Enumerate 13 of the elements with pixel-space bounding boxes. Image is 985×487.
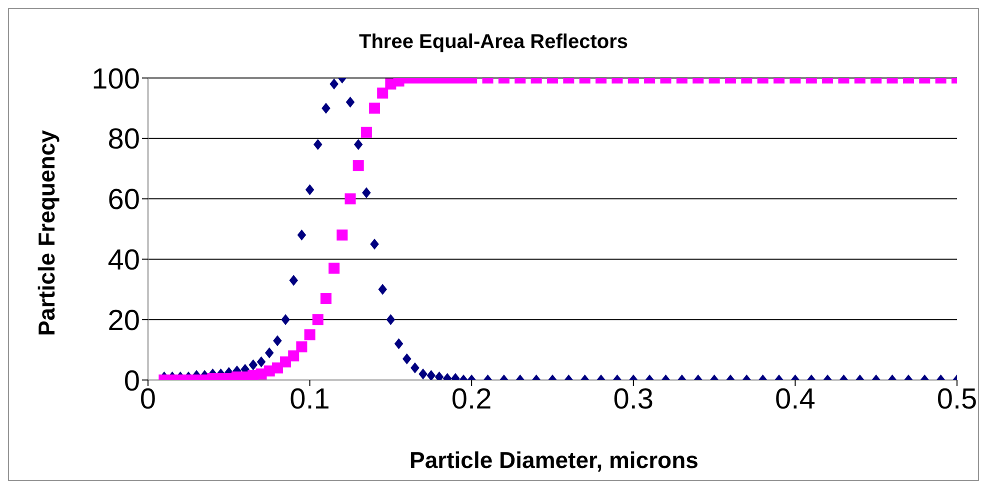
- x-tick-label: 0.4: [775, 384, 816, 416]
- y-tick-label: 100: [92, 63, 140, 96]
- x-tick-label: 0.3: [613, 384, 654, 416]
- y-tick-label: 40: [108, 244, 140, 276]
- chart-title: Three Equal-Area Reflectors: [358, 31, 629, 54]
- y-tick-label: 20: [108, 304, 140, 337]
- y-tick-label: 80: [108, 124, 140, 156]
- x-tick-label: 0.2: [451, 384, 492, 416]
- y-axis-title: Particle Frequency: [34, 130, 60, 336]
- y-tick-label: 60: [108, 184, 140, 216]
- x-tick-label: 0.5: [936, 384, 978, 416]
- x-axis-title: Particle Diameter, microns: [408, 447, 700, 474]
- x-tick-label: 0.1: [290, 384, 330, 416]
